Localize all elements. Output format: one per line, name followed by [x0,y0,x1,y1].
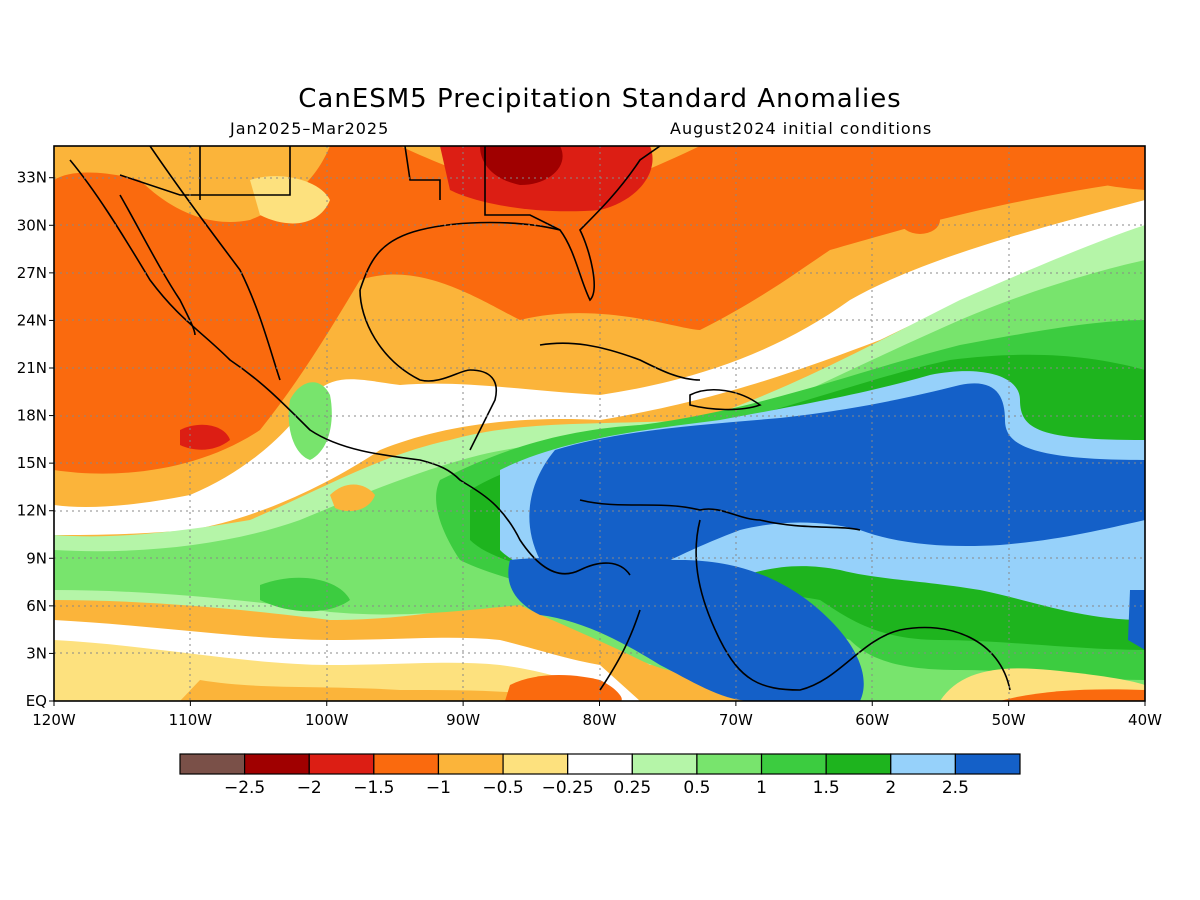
lat-tick-label: 24N [17,311,47,329]
lon-tick-label: 120W [32,711,76,729]
colorbar-swatch [890,753,956,775]
lat-tick-label: 12N [17,502,47,520]
colorbar-label: −1 [426,778,451,798]
lat-tick-label: 21N [17,359,47,377]
colorbar-label: −2.5 [224,778,265,798]
lon-tick-label: 80W [583,711,617,729]
colorbar-swatch [825,753,892,775]
latitude-axis: 33N 30N 27N 24N 21N 18N 15N 12N 9N 6N 3N EQ [17,169,54,710]
colorbar-label: 0.5 [683,778,710,798]
colorbar-label: 1.5 [813,778,840,798]
colorbar-swatch [567,753,633,775]
colorbar-swatch [631,753,698,775]
colorbar-swatch [244,753,310,775]
colorbar-label: −0.5 [482,778,523,798]
colorbar-label: 1 [756,778,767,798]
lon-tick-label: 70W [719,711,753,729]
colorbar-label: 0.25 [613,778,651,798]
lat-tick-label: 9N [26,549,47,567]
lat-tick-label: 15N [17,454,47,472]
lat-tick-label: 33N [17,169,47,187]
colorbar-label: −2 [297,778,322,798]
colorbar-label: −1.5 [353,778,394,798]
lon-tick-label: 40W [1128,711,1162,729]
lon-tick-label: 100W [305,711,349,729]
grid-lines [54,146,1145,701]
lon-tick-label: 110W [169,711,213,729]
colorbar-swatch [179,753,246,775]
colorbar-label: 2 [885,778,896,798]
colorbar-swatch [954,753,1021,775]
lat-tick-label: EQ [26,692,47,710]
colorbar: −2.5 −2 −1.5 −1 −0.5 −0.25 0.25 0.5 1 1.5 2 2.5 [179,753,1021,798]
coastlines [69,146,1011,691]
colorbar-swatch [696,753,763,775]
lat-tick-label: 18N [17,407,47,425]
lon-tick-label: 90W [446,711,480,729]
map-title: CanESM5 Precipitation Standard Anomalies [298,84,902,114]
lat-tick-label: 30N [17,216,47,234]
colorbar-swatch [308,753,375,775]
colorbar-swatch [760,753,827,775]
lat-tick-label: 3N [26,644,47,662]
colorbar-label: 2.5 [942,778,969,798]
colorbar-swatch [502,753,569,775]
lat-tick-label: 6N [26,597,47,615]
lon-tick-label: 60W [855,711,889,729]
longitude-axis: 120W 110W 100W 90W 80W 70W 60W 50W 40W [32,701,1162,729]
initial-conditions-label: August2024 initial conditions [670,119,933,138]
lon-tick-label: 50W [992,711,1026,729]
colorbar-swatch [437,753,504,775]
colorbar-label: −0.25 [542,778,594,798]
colorbar-swatch [373,753,440,775]
lat-tick-label: 27N [17,264,47,282]
season-label: Jan2025–Mar2025 [230,119,390,138]
